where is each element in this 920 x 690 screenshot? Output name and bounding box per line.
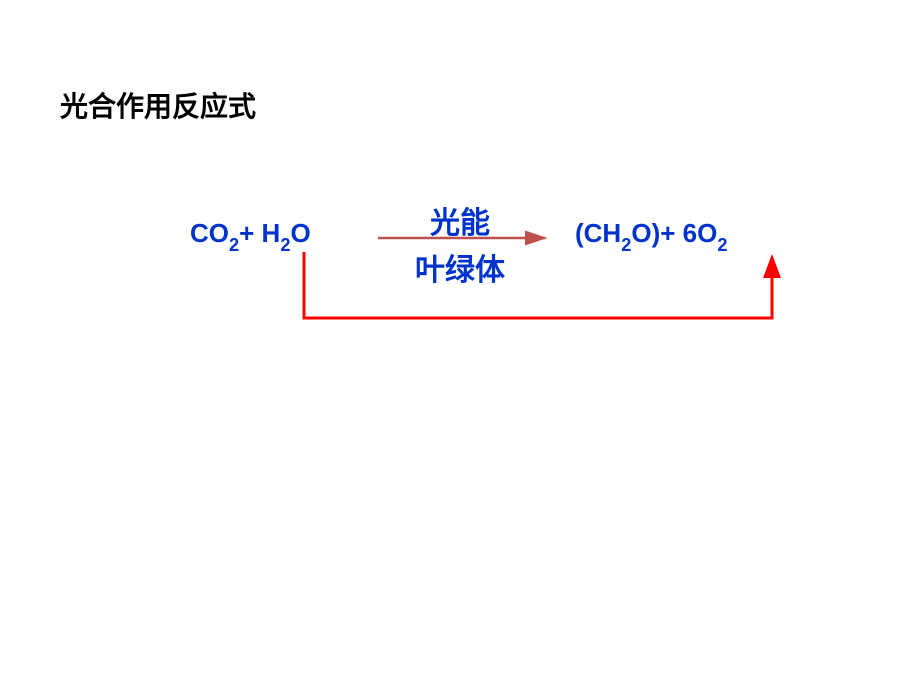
chloroplast-label: 叶绿体 (415, 254, 505, 287)
oxygen-source-path (304, 252, 772, 318)
equation-diagram: CO2+ H2O 光能 叶绿体 (CH2O)+ 6O2 (0, 0, 920, 690)
o-close: O)+ 6O (631, 218, 717, 248)
o2-subscript: 2 (717, 235, 727, 255)
ch-open: (CH (575, 218, 621, 248)
co2-label: CO (190, 218, 229, 248)
ch2-subscript: 2 (621, 235, 631, 255)
condition-bottom: 叶绿体 (400, 245, 520, 289)
light-energy-label: 光能 (430, 207, 490, 240)
condition-top: 光能 (400, 198, 520, 242)
reactants: CO2+ H2O (190, 218, 311, 253)
co2-subscript: 2 (229, 235, 239, 255)
products: (CH2O)+ 6O2 (575, 218, 727, 253)
arrows-svg (0, 0, 920, 690)
h2o-subscript: 2 (280, 235, 290, 255)
o-label: O (290, 218, 310, 248)
plus-h: + H (239, 218, 280, 248)
